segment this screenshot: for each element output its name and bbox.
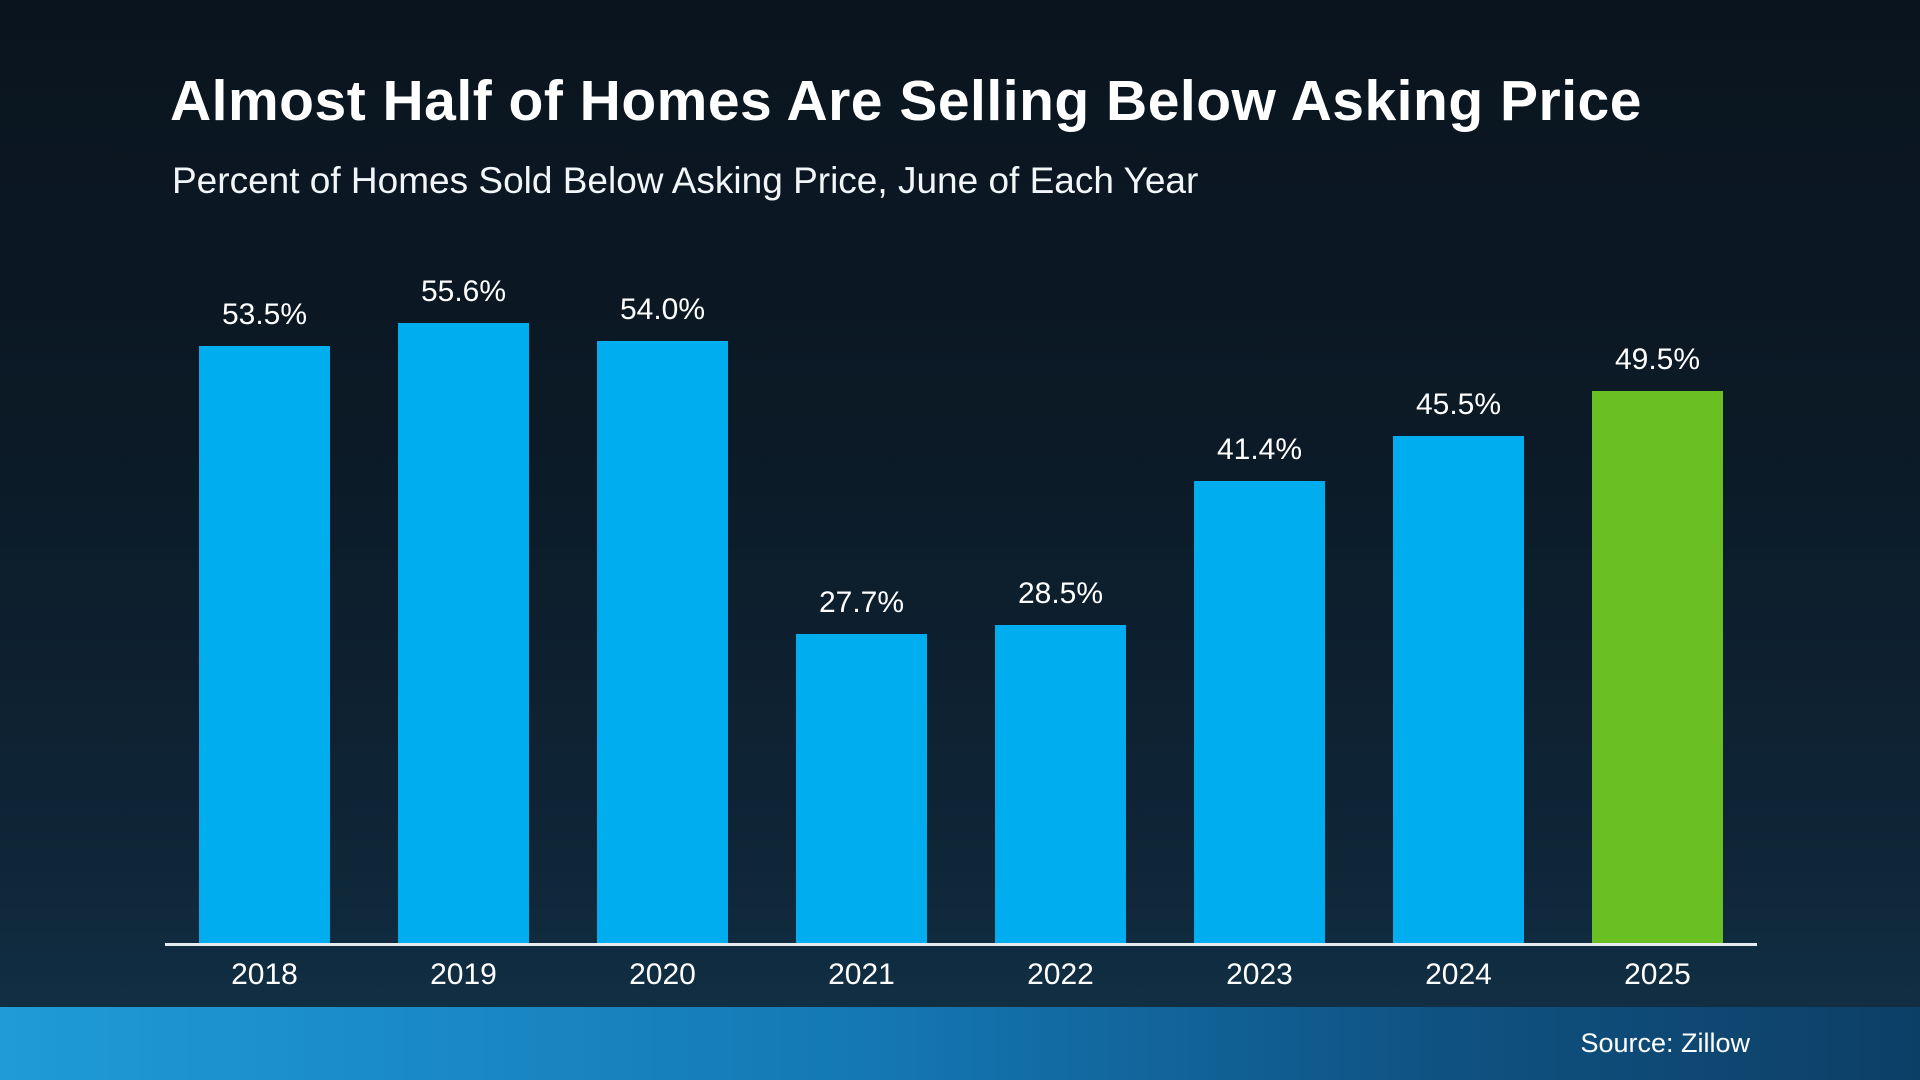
bar-value-label: 55.6% xyxy=(420,275,507,308)
bar-column: 45.5% xyxy=(1359,275,1558,943)
bar-2025 xyxy=(1592,391,1723,943)
bar-value-label: 28.5% xyxy=(1017,577,1104,610)
x-axis-label-2025: 2025 xyxy=(1624,958,1691,991)
bar-column: 27.7% xyxy=(762,275,961,943)
x-axis-label-2023: 2023 xyxy=(1226,958,1293,991)
bar-column: 28.5% xyxy=(961,275,1160,943)
x-axis-label-2018: 2018 xyxy=(231,958,298,991)
bar-column: 53.5% xyxy=(165,275,364,943)
bar-value-label: 49.5% xyxy=(1614,343,1701,376)
x-axis-labels: 2018 2019 2020 2021 2022 2023 2024 2025 xyxy=(165,958,1757,992)
bar-column: 49.5% xyxy=(1558,275,1757,943)
bars-container: 53.5% 55.6% 54.0% 27.7% 28.5% 41.4% 45.5% 49.5% xyxy=(165,275,1757,943)
bar-column: 55.6% xyxy=(364,275,563,943)
x-axis-label-2021: 2021 xyxy=(828,958,895,991)
bar-2022 xyxy=(995,625,1126,943)
bar-value-label: 53.5% xyxy=(221,298,308,331)
bar-2020 xyxy=(597,341,728,943)
source-label: Source: Zillow xyxy=(1580,1028,1750,1058)
bar-chart: 53.5% 55.6% 54.0% 27.7% 28.5% 41.4% 45.5% 49.5% xyxy=(165,0,1757,946)
bar-2018 xyxy=(199,346,330,943)
bar-value-label: 41.4% xyxy=(1216,433,1303,466)
x-axis-label-2020: 2020 xyxy=(629,958,696,991)
bar-value-label: 54.0% xyxy=(619,293,706,326)
chart-subtitle: Percent of Homes Sold Below Asking Price… xyxy=(172,160,1199,201)
bar-column: 41.4% xyxy=(1160,275,1359,943)
x-axis-label-2022: 2022 xyxy=(1027,958,1094,991)
x-axis-label-2019: 2019 xyxy=(430,958,497,991)
bar-2021 xyxy=(796,634,927,943)
bar-column: 54.0% xyxy=(563,275,762,943)
bar-2019 xyxy=(398,323,529,943)
footer-bar: Source: Zillow xyxy=(0,1007,1920,1080)
chart-title: Almost Half of Homes Are Selling Below A… xyxy=(170,69,1642,133)
x-axis-label-2024: 2024 xyxy=(1425,958,1492,991)
bar-2023 xyxy=(1194,481,1325,943)
bar-2024 xyxy=(1393,436,1524,943)
bar-value-label: 45.5% xyxy=(1415,388,1502,421)
bar-value-label: 27.7% xyxy=(818,586,905,619)
